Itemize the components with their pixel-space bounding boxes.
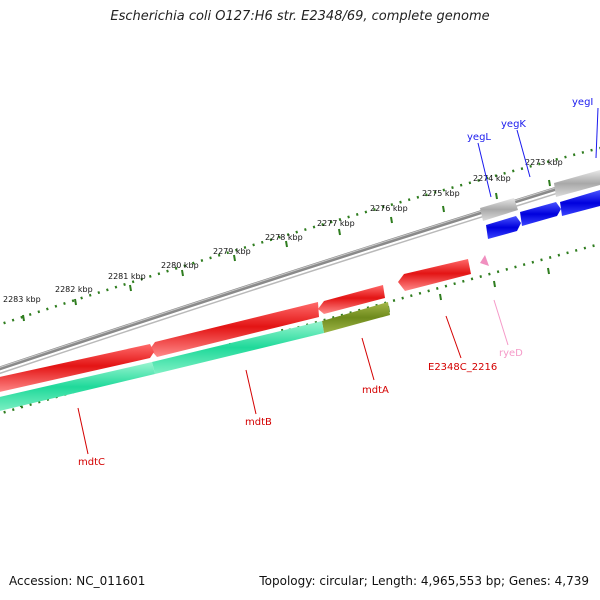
scale-label: 2281 kbp	[108, 272, 146, 281]
gene-label-yegL: yegL	[467, 132, 491, 143]
mdtC-aux-feature	[0, 362, 155, 411]
outer-scale-arc	[0, 146, 600, 326]
gene-label-mdtA: mdtA	[362, 385, 389, 396]
genome-backbone	[0, 173, 600, 371]
scale-label: 2277 kbp	[317, 219, 355, 228]
yegK-feature[interactable]	[520, 202, 561, 226]
mdtB-aux-feature	[152, 321, 324, 374]
pseudo-feature-upper	[554, 170, 600, 197]
gene-label-mdtC: mdtC	[78, 457, 105, 468]
gene-label-ryeD: ryeD	[499, 348, 523, 359]
scale-label: 2276 kbp	[370, 204, 408, 213]
gene-label-yegI: yegI	[572, 97, 593, 108]
mdtA-overlap-feature	[322, 302, 390, 333]
pseudo-feature	[480, 198, 518, 221]
gene-label-yegK: yegK	[501, 119, 526, 130]
scale-label: 2280 kbp	[161, 261, 199, 270]
yegI-feature[interactable]	[560, 190, 600, 216]
ryeD-feature[interactable]	[480, 255, 489, 266]
gene-label-mdtB: mdtB	[245, 417, 272, 428]
scale-label: 2279 kbp	[213, 247, 251, 256]
mdtC-feature[interactable]	[0, 344, 154, 393]
gene-label-E2348C_2216: E2348C_2216	[428, 362, 497, 373]
scale-label: 2274 kbp	[473, 174, 511, 183]
scale-label: 2275 kbp	[422, 189, 460, 198]
E2348C_2216-feature[interactable]	[398, 259, 471, 291]
genome-title: Escherichia coli O127:H6 str. E2348/69, …	[110, 9, 490, 24]
scale-labels: 2273 kbp 2274 kbp 2275 kbp 2276 kbp 2277…	[3, 158, 563, 304]
topology-info: Topology: circular; Length: 4,965,553 bp…	[259, 574, 589, 588]
gene-leader-lines	[77, 107, 599, 455]
outer-major-ticks	[22, 179, 551, 322]
yegL-feature[interactable]	[486, 216, 521, 239]
scale-label: 2283 kbp	[3, 295, 41, 304]
mdtB-feature[interactable]	[150, 302, 319, 357]
scale-label: 2282 kbp	[55, 285, 93, 294]
scale-label: 2278 kbp	[265, 233, 303, 242]
scale-label: 2273 kbp	[525, 158, 563, 167]
gene-labels: yegI yegK yegL E2348C_2216 ryeD mdtA mdt…	[78, 97, 593, 468]
mdtA-upper-feature[interactable]	[318, 285, 385, 314]
accession-info: Accession: NC_011601	[9, 574, 146, 588]
